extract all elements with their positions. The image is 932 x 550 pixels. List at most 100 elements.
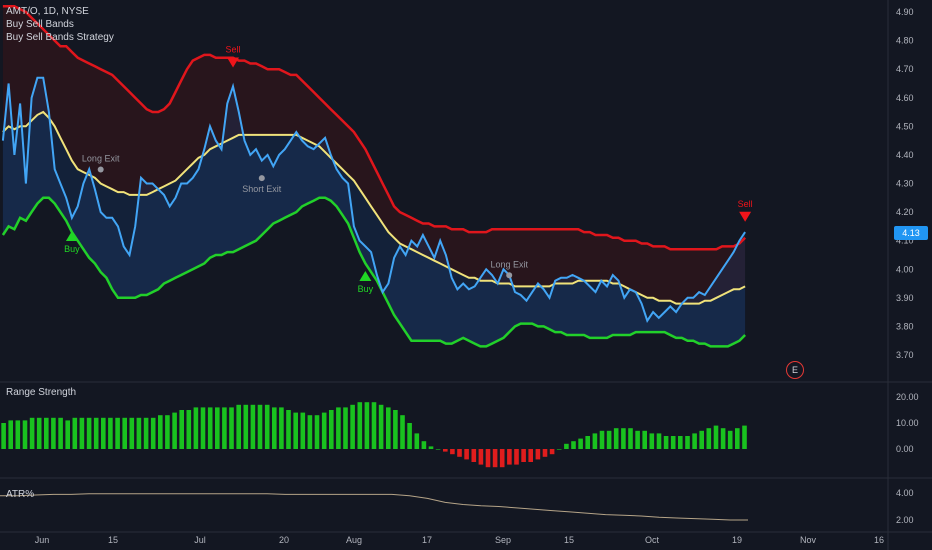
price-axis-tick: 4.10 (896, 236, 914, 246)
range-strength-bar (592, 433, 598, 449)
exit-signal-label: Long Exit (82, 153, 120, 163)
range-strength-bar (129, 417, 135, 449)
range-strength-bar (649, 433, 655, 449)
range-strength-bar (93, 417, 99, 449)
range-strength-bar (150, 417, 156, 449)
range-strength-bar (44, 417, 49, 449)
sell-signal-marker (739, 211, 752, 222)
range-strength-bar (300, 412, 306, 449)
price-axis-tick: 3.90 (896, 293, 914, 303)
range-strength-title[interactable]: Range Strength (6, 387, 77, 398)
range-strength-bar (492, 449, 498, 468)
range-strength-bar (79, 417, 85, 449)
range-strength-bar (528, 449, 533, 462)
time-axis-tick: Nov (800, 535, 817, 545)
events-marker[interactable]: E (786, 361, 804, 379)
indicator-label-strategy[interactable]: Buy Sell Bands Strategy (6, 32, 114, 43)
range-strength-bar (293, 412, 298, 449)
range-strength-bar (36, 417, 42, 449)
time-axis-tick: 20 (279, 535, 289, 545)
time-axis-tick: Jul (194, 535, 206, 545)
time-axis-tick: Aug (346, 535, 362, 545)
range-strength-bar (485, 449, 491, 468)
range-strength-bar (692, 433, 697, 449)
range-strength-bar (621, 428, 626, 449)
range-strength-bar (264, 404, 270, 449)
range-strength-bar (578, 438, 583, 449)
buy-signal-label: Buy (358, 284, 374, 294)
buy-signal-marker (359, 270, 372, 281)
indicator-label-bands[interactable]: Buy Sell Bands (6, 19, 74, 30)
range-strength-bar (65, 420, 70, 449)
buy-signal-label: Buy (64, 244, 80, 254)
range-strength-bar (535, 449, 541, 460)
lower-band-fill (2, 112, 746, 347)
range-strength-bar (478, 449, 484, 465)
range-strength-bar (314, 415, 320, 449)
last-price-tag: 4.13 (894, 226, 928, 240)
time-axis-tick: 15 (564, 535, 574, 545)
range-strength-bar (257, 404, 263, 449)
buy-signal-marker (65, 230, 78, 241)
range-strength-bar (378, 404, 384, 449)
range-strength-bar (706, 428, 712, 449)
range-strength-bar (165, 415, 170, 449)
range-strength-bar (386, 407, 391, 449)
range-strength-bar (564, 443, 569, 449)
range-strength-bar (186, 410, 192, 449)
sell-signal-label: Sell (226, 44, 241, 54)
range-strength-bar (229, 407, 234, 449)
range-strength-bar (713, 425, 719, 449)
atr-axis-tick: 4.00 (896, 488, 914, 498)
price-axis-tick: 4.50 (896, 121, 914, 131)
range-strength-bar (443, 449, 448, 452)
range-strength-bar (158, 415, 163, 449)
price-axis-tick: 4.40 (896, 150, 914, 160)
symbol-title[interactable]: AMT/O, 1D, NYSE (6, 6, 89, 17)
range-strength-bar (571, 441, 576, 449)
range-strength-bar (606, 430, 612, 449)
range-strength-bar (108, 417, 113, 449)
range-strength-axis-tick: 10.00 (896, 418, 919, 428)
range-strength-bar (243, 404, 249, 449)
range-strength-bar (720, 428, 726, 449)
range-strength-bar (514, 449, 519, 465)
range-strength-bar (172, 412, 177, 449)
range-strength-bar (599, 430, 605, 449)
range-strength-axis-tick: 0.00 (896, 444, 914, 454)
range-strength-bar (400, 415, 405, 449)
range-strength-bar (22, 420, 28, 449)
range-strength-bar (663, 436, 669, 449)
range-strength-bar (193, 407, 199, 449)
range-strength-bar (407, 423, 412, 449)
range-strength-bar (236, 404, 241, 449)
exit-signal-marker (258, 175, 265, 182)
price-axis-tick: 3.70 (896, 350, 914, 360)
range-strength-bar (364, 402, 370, 449)
chart-legend: AMT/O, 1D, NYSE Buy Sell Bands Buy Sell … (6, 5, 114, 44)
range-strength-bar (656, 433, 662, 449)
range-strength-bar (86, 417, 92, 449)
range-strength-bar (585, 436, 590, 449)
price-axis-tick: 3.80 (896, 321, 914, 331)
range-strength-bar (428, 446, 434, 449)
price-axis-tick: 4.60 (896, 93, 914, 103)
range-strength-bar (343, 407, 348, 449)
range-strength-bar (507, 449, 512, 465)
atr-title[interactable]: ATR% (6, 489, 35, 500)
range-strength-bar (336, 407, 341, 449)
mid-line (2, 110, 746, 305)
atr-line (0, 493, 748, 521)
range-strength-bar (450, 449, 455, 455)
range-strength-bar (307, 415, 313, 449)
range-strength-bar (735, 428, 740, 449)
range-strength-bar (642, 430, 647, 449)
range-strength-bar (464, 449, 469, 460)
range-strength-bar (143, 417, 149, 449)
range-strength-bar (286, 410, 291, 449)
range-strength-bar (29, 417, 35, 449)
sell-signal-label: Sell (738, 199, 753, 209)
range-strength-bar (279, 407, 284, 449)
exit-signal-marker (506, 272, 513, 279)
